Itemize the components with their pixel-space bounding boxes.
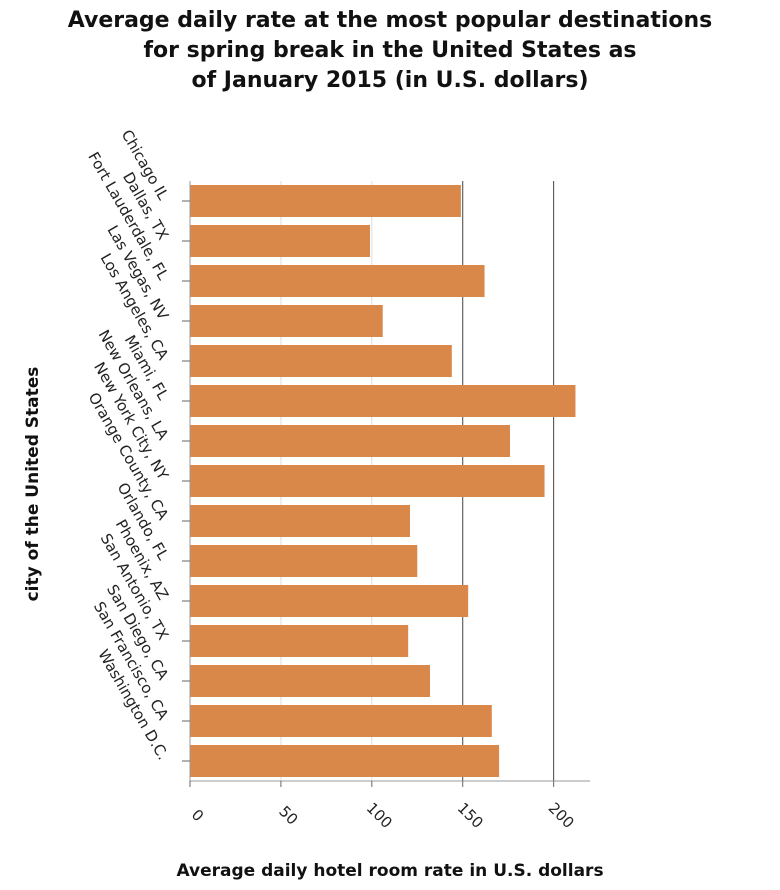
bar-1 xyxy=(190,225,370,257)
bar-2 xyxy=(190,265,485,297)
bars xyxy=(190,185,576,777)
bar-3 xyxy=(190,305,383,337)
bar-14 xyxy=(190,745,500,777)
bar-11 xyxy=(190,625,409,657)
chart-title-line-3: of January 2015 (in U.S. dollars) xyxy=(191,68,589,93)
bar-12 xyxy=(190,665,430,697)
x-axis-label: Average daily hotel room rate in U.S. do… xyxy=(176,861,603,881)
bar-0 xyxy=(190,185,461,217)
x-tick-label-0: 0 xyxy=(188,806,207,825)
x-tick-label-100: 100 xyxy=(363,799,396,832)
bar-7 xyxy=(190,465,545,497)
bar-10 xyxy=(190,585,469,617)
chart-title: Average daily rate at the most popular d… xyxy=(0,6,780,96)
bar-8 xyxy=(190,505,410,537)
x-tick-label-50: 50 xyxy=(275,802,301,828)
bar-5 xyxy=(190,385,576,417)
bar-13 xyxy=(190,705,492,737)
x-tick-label-200: 200 xyxy=(545,799,578,832)
bar-9 xyxy=(190,545,418,577)
chart-title-line-1: Average daily rate at the most popular d… xyxy=(67,8,713,33)
bar-6 xyxy=(190,425,510,457)
x-tick-label-150: 150 xyxy=(454,799,487,832)
axes xyxy=(182,181,590,787)
chart-title-line-2: for spring break in the United States as xyxy=(143,38,637,63)
bar-4 xyxy=(190,345,452,377)
y-axis-label: city of the United States xyxy=(23,367,43,602)
x-tick-labels: 0 50 100 150 200 xyxy=(188,799,578,832)
